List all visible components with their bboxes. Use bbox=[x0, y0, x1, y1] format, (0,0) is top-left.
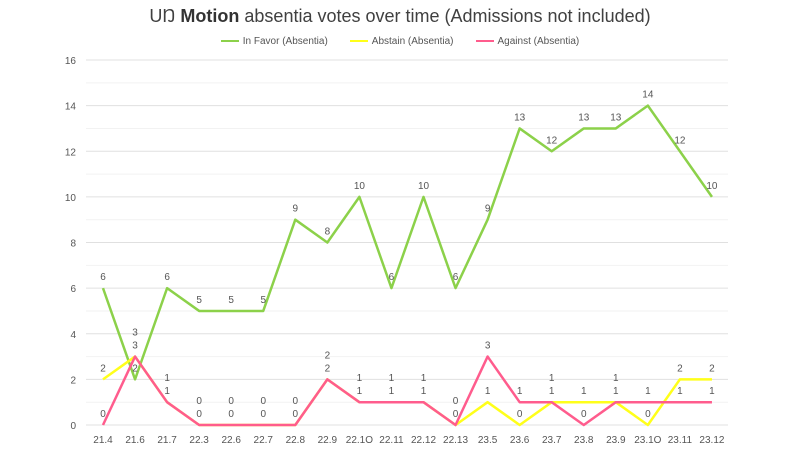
x-tick-label: 21.4 bbox=[93, 435, 113, 446]
legend-item-against: Against (Absentia) bbox=[475, 36, 579, 47]
data-label-series-0: 14 bbox=[642, 90, 654, 101]
y-tick-label: 2 bbox=[70, 375, 76, 386]
data-label-series-0: 5 bbox=[260, 295, 266, 306]
data-label-series-0: 6 bbox=[164, 272, 170, 283]
x-tick-label: 22.1O bbox=[346, 435, 373, 446]
x-tick-label: 23.8 bbox=[574, 435, 594, 446]
x-tick-label: 22.12 bbox=[411, 435, 436, 446]
data-label-series-1: 1 bbox=[357, 386, 363, 397]
data-label-series-2: 0 bbox=[453, 396, 459, 407]
x-tick-label: 22.3 bbox=[189, 435, 209, 446]
legend-item-in-favor: In Favor (Absentia) bbox=[220, 36, 328, 47]
x-tick-label: 22.6 bbox=[221, 435, 241, 446]
data-label-series-0: 6 bbox=[100, 272, 106, 283]
data-label-series-0: 9 bbox=[293, 204, 299, 215]
data-label-series-0: 12 bbox=[674, 135, 686, 146]
x-tick-label: 22.8 bbox=[286, 435, 306, 446]
data-label-series-1: 0 bbox=[196, 409, 202, 420]
data-label-series-2: 1 bbox=[677, 386, 683, 397]
data-label-series-2: 1 bbox=[389, 373, 395, 384]
data-label-series-1: 2 bbox=[709, 363, 715, 374]
data-label-series-2: 1 bbox=[645, 386, 651, 397]
data-label-series-0: 5 bbox=[196, 295, 202, 306]
x-tick-label: 22.9 bbox=[318, 435, 338, 446]
data-label-series-0: 13 bbox=[610, 112, 622, 123]
x-tick-label: 23.11 bbox=[668, 435, 693, 446]
data-label-series-2: 2 bbox=[325, 350, 331, 361]
data-label-series-2: 3 bbox=[132, 328, 138, 339]
data-label-series-0: 9 bbox=[485, 204, 491, 215]
y-tick-label: 6 bbox=[70, 284, 76, 295]
x-tick-label: 23.5 bbox=[478, 435, 498, 446]
data-label-series-1: 1 bbox=[164, 386, 170, 397]
data-label-series-0: 6 bbox=[453, 272, 459, 283]
data-label-series-1: 1 bbox=[549, 386, 555, 397]
data-label-series-0: 6 bbox=[389, 272, 395, 283]
y-tick-label: 4 bbox=[70, 330, 76, 341]
y-tick-label: 12 bbox=[65, 147, 77, 158]
data-label-series-2: 0 bbox=[293, 396, 299, 407]
data-label-series-1: 0 bbox=[517, 409, 523, 420]
chart-title: UŊ Motion absentia votes over time (Admi… bbox=[149, 6, 651, 26]
x-tick-label: 23.1O bbox=[634, 435, 661, 446]
data-label-series-1: 2 bbox=[100, 363, 106, 374]
x-tick-label: 21.7 bbox=[157, 435, 177, 446]
data-label-series-2: 1 bbox=[421, 373, 427, 384]
data-label-series-0: 12 bbox=[546, 135, 558, 146]
x-tick-label: 22.13 bbox=[443, 435, 468, 446]
x-tick-label: 23.7 bbox=[542, 435, 562, 446]
data-label-series-0: 10 bbox=[418, 181, 430, 192]
data-label-series-0: 2 bbox=[132, 363, 138, 374]
data-label-series-2: 0 bbox=[228, 396, 234, 407]
data-label-series-1: 2 bbox=[677, 363, 683, 374]
series-line-2 bbox=[101, 355, 712, 427]
series-line-0 bbox=[101, 104, 713, 381]
y-tick-label: 14 bbox=[65, 102, 77, 113]
x-tick-label: 21.6 bbox=[125, 435, 145, 446]
data-label-series-2: 3 bbox=[485, 341, 491, 352]
data-label-series-2: 1 bbox=[357, 373, 363, 384]
y-tick-label: 0 bbox=[70, 421, 76, 432]
legend: In Favor (Absentia) Abstain (Absentia) A… bbox=[0, 36, 800, 47]
y-tick-label: 10 bbox=[65, 193, 77, 204]
data-label-series-2: 1 bbox=[613, 373, 619, 384]
data-label-series-1: 1 bbox=[581, 386, 587, 397]
series-line-1 bbox=[102, 355, 712, 427]
data-label-series-0: 13 bbox=[578, 112, 590, 123]
data-label-series-1: 1 bbox=[613, 386, 619, 397]
data-label-series-1: 0 bbox=[293, 409, 299, 420]
data-label-series-1: 3 bbox=[132, 341, 138, 352]
data-label-series-2: 0 bbox=[196, 396, 202, 407]
data-label-series-1: 0 bbox=[645, 409, 651, 420]
data-label-series-0: 8 bbox=[325, 227, 331, 238]
data-label-series-1: 0 bbox=[228, 409, 234, 420]
data-label-series-0: 10 bbox=[706, 181, 718, 192]
data-label-series-2: 1 bbox=[709, 386, 715, 397]
data-label-series-1: 1 bbox=[389, 386, 395, 397]
data-label-series-1: 0 bbox=[453, 409, 459, 420]
data-label-series-1: 2 bbox=[325, 363, 331, 374]
data-label-series-1: 1 bbox=[485, 386, 491, 397]
data-label-series-2: 1 bbox=[164, 373, 170, 384]
data-label-series-2: 0 bbox=[100, 409, 106, 420]
data-label-series-1: 0 bbox=[260, 409, 266, 420]
x-tick-label: 22.7 bbox=[254, 435, 274, 446]
data-label-series-0: 10 bbox=[354, 181, 366, 192]
data-label-series-0: 13 bbox=[514, 112, 526, 123]
y-tick-label: 16 bbox=[65, 56, 77, 67]
data-label-series-2: 0 bbox=[260, 396, 266, 407]
legend-item-abstain: Abstain (Absentia) bbox=[349, 36, 454, 47]
data-label-series-2: 1 bbox=[517, 386, 523, 397]
data-label-series-2: 0 bbox=[581, 409, 587, 420]
x-tick-label: 23.12 bbox=[699, 435, 724, 446]
x-tick-label: 22.11 bbox=[379, 435, 404, 446]
x-tick-label: 23.9 bbox=[606, 435, 626, 446]
x-tick-label: 23.6 bbox=[510, 435, 530, 446]
y-tick-label: 8 bbox=[70, 239, 76, 250]
data-label-series-2: 1 bbox=[549, 373, 555, 384]
data-label-series-0: 5 bbox=[228, 295, 234, 306]
data-label-series-1: 1 bbox=[421, 386, 427, 397]
